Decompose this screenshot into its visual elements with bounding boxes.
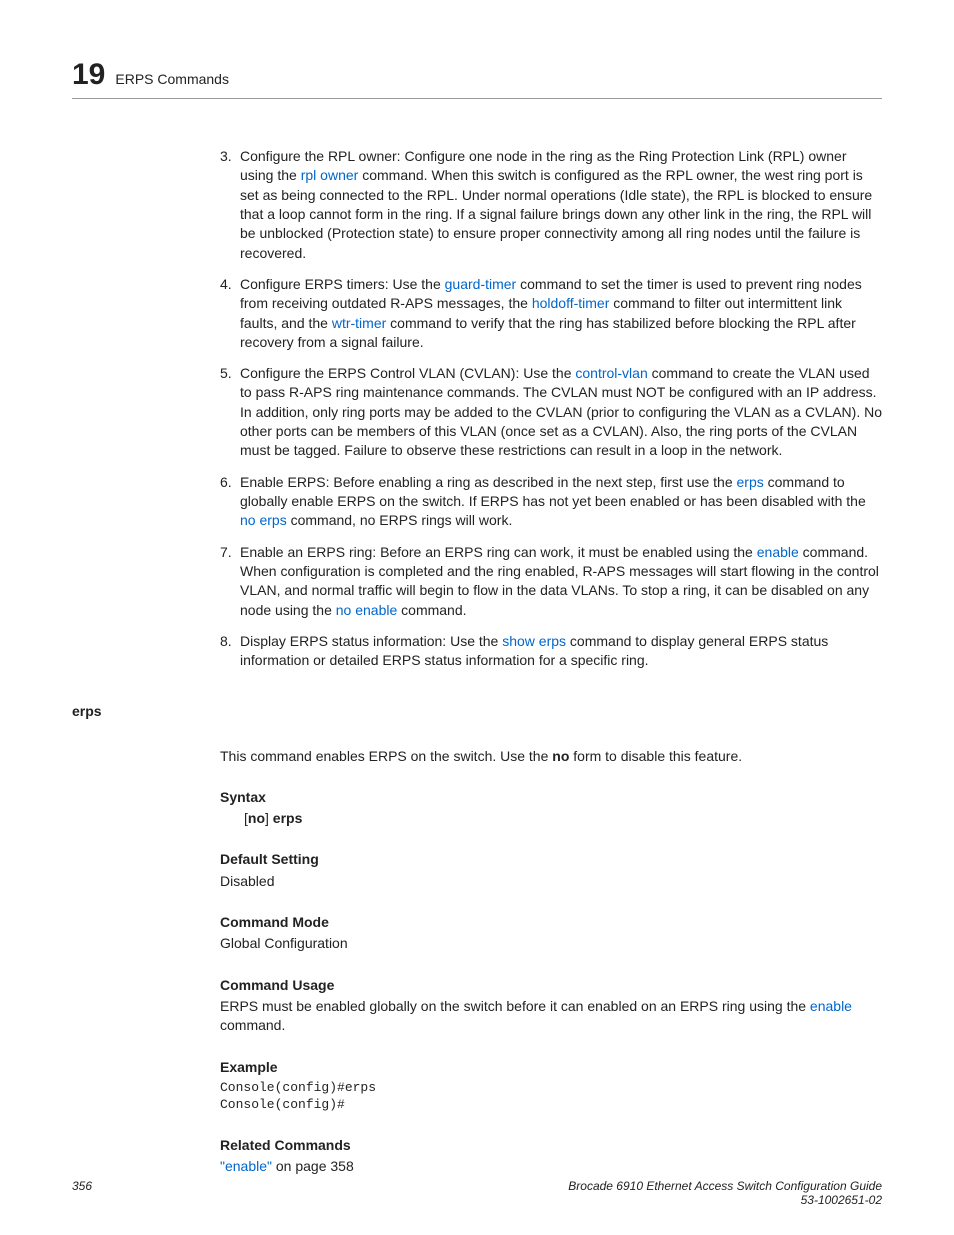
link-wtr-timer[interactable]: wtr-timer <box>332 315 386 331</box>
example-line: Console(config)# <box>220 1096 882 1114</box>
list-item: 7. Enable an ERPS ring: Before an ERPS r… <box>220 543 882 620</box>
page-footer: 356 Brocade 6910 Ethernet Access Switch … <box>72 1179 882 1207</box>
command-name: erps <box>72 703 882 719</box>
chapter-number: 19 <box>72 58 105 92</box>
page-header: 19 ERPS Commands <box>72 58 882 99</box>
command-body: This command enables ERPS on the switch.… <box>220 747 882 1177</box>
syntax-text: [no] erps <box>244 809 882 828</box>
usage-heading: Command Usage <box>220 976 882 995</box>
list-text: Configure ERPS timers: Use the guard-tim… <box>240 275 882 352</box>
related-heading: Related Commands <box>220 1136 882 1155</box>
link-guard-timer[interactable]: guard-timer <box>445 276 517 292</box>
mode-heading: Command Mode <box>220 913 882 932</box>
list-text: Enable ERPS: Before enabling a ring as d… <box>240 473 882 531</box>
footer-doc-info: Brocade 6910 Ethernet Access Switch Conf… <box>568 1179 882 1207</box>
list-number: 6. <box>220 473 240 531</box>
link-related-enable[interactable]: "enable" <box>220 1158 272 1174</box>
list-item: 6. Enable ERPS: Before enabling a ring a… <box>220 473 882 531</box>
list-item: 5. Configure the ERPS Control VLAN (CVLA… <box>220 364 882 461</box>
list-text: Configure the ERPS Control VLAN (CVLAN):… <box>240 364 882 461</box>
list-item: 8. Display ERPS status information: Use … <box>220 632 882 671</box>
default-text: Disabled <box>220 872 882 891</box>
page-number: 356 <box>72 1179 92 1207</box>
default-heading: Default Setting <box>220 850 882 869</box>
header-title: ERPS Commands <box>115 71 229 87</box>
list-text: Display ERPS status information: Use the… <box>240 632 882 671</box>
list-number: 8. <box>220 632 240 671</box>
list-number: 7. <box>220 543 240 620</box>
related-text: "enable" on page 358 <box>220 1157 882 1176</box>
syntax-heading: Syntax <box>220 788 882 807</box>
link-show-erps[interactable]: show erps <box>502 633 566 649</box>
list-number: 3. <box>220 147 240 263</box>
link-no-erps[interactable]: no erps <box>240 512 287 528</box>
mode-text: Global Configuration <box>220 934 882 953</box>
command-intro: This command enables ERPS on the switch.… <box>220 747 882 766</box>
list-text: Enable an ERPS ring: Before an ERPS ring… <box>240 543 882 620</box>
link-enable-usage[interactable]: enable <box>810 998 852 1014</box>
list-number: 4. <box>220 275 240 352</box>
example-heading: Example <box>220 1058 882 1077</box>
link-control-vlan[interactable]: control-vlan <box>575 365 647 381</box>
list-item: 4. Configure ERPS timers: Use the guard-… <box>220 275 882 352</box>
link-holdoff-timer[interactable]: holdoff-timer <box>532 295 610 311</box>
list-number: 5. <box>220 364 240 461</box>
link-erps[interactable]: erps <box>737 474 764 490</box>
list-item: 3. Configure the RPL owner: Configure on… <box>220 147 882 263</box>
main-content: 3. Configure the RPL owner: Configure on… <box>220 147 882 671</box>
link-rpl-owner[interactable]: rpl owner <box>301 167 359 183</box>
list-text: Configure the RPL owner: Configure one n… <box>240 147 882 263</box>
example-line: Console(config)#erps <box>220 1079 882 1097</box>
link-enable[interactable]: enable <box>757 544 799 560</box>
link-no-enable[interactable]: no enable <box>336 602 398 618</box>
usage-text: ERPS must be enabled globally on the swi… <box>220 997 882 1036</box>
